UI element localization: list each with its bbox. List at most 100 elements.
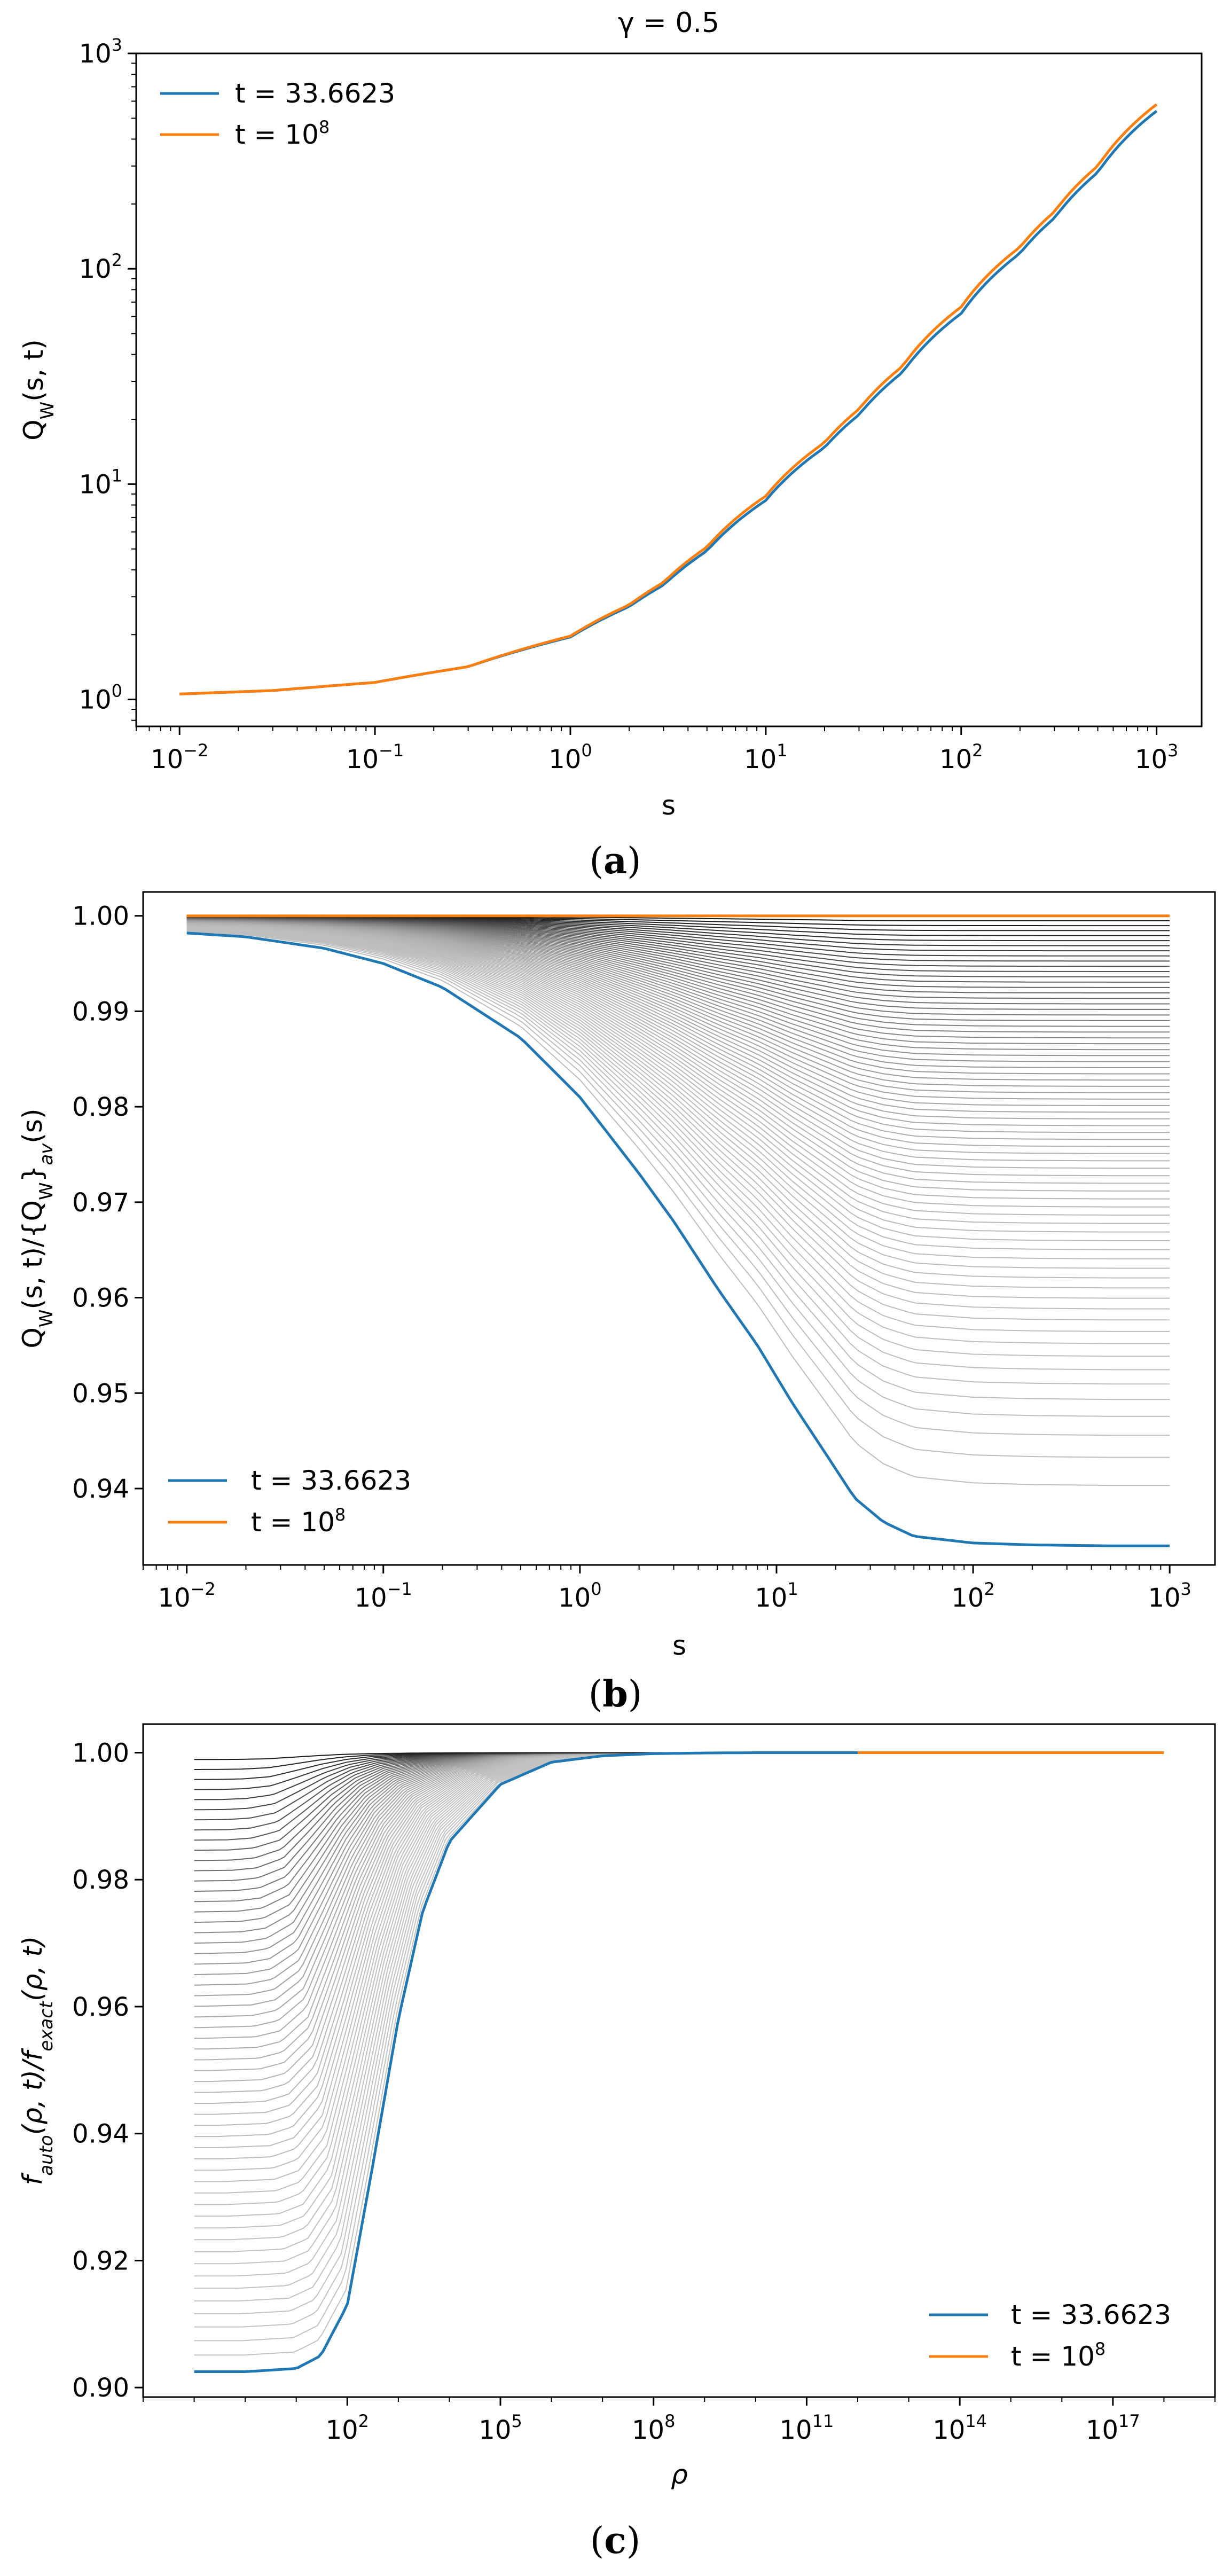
panel-c-family-curve: [194, 1752, 858, 2342]
panel-c-xtick-label-5: 1017: [1086, 2411, 1140, 2445]
panel-b-legend: t = 33.6623 t = 108: [168, 1465, 411, 1538]
panel-a-series-layer: [179, 103, 1158, 695]
panel-b-frame: [142, 891, 1216, 1566]
panel-c-series-0: [194, 1751, 858, 2373]
panel-c-ytick-label-4: 0.98: [72, 1865, 129, 1895]
panel-b-family-curve: [186, 929, 1170, 1417]
panel-b-ytick-label-0: 0.94: [72, 1474, 129, 1504]
panel-a-legend-label-0: t = 33.6623: [235, 78, 395, 109]
panel-a-ylabel: QW(s, t): [18, 339, 58, 440]
panel-c-family-curve: [194, 1752, 858, 1954]
panel-c-family-curve: [194, 1752, 858, 2007]
panel-b: 10−2 10−1 100 101 102 103 0.94 0.95 0.96 0.97 0.98…: [17, 891, 1216, 1661]
panel-b-legend-label-1: t = 108: [251, 1505, 346, 1538]
panel-c-family-curve: [194, 1752, 858, 2229]
panel-a-frame: [135, 52, 1203, 727]
panel-c-family-curve: [194, 1752, 858, 2115]
panel-a-ticks: 10−2 10−1 100 101 102 103 100 101 102 103: [79, 35, 1179, 774]
panel-c-ylabel: fauto(ρ, t)/fexact(ρ, t): [17, 1936, 57, 2186]
panel-b-family-curve: [186, 925, 1170, 1279]
panel-c-ytick-label-1: 0.92: [72, 2246, 129, 2276]
panel-c-family-curve: [194, 1752, 858, 2126]
panel-b-legend-label-0: t = 33.6623: [251, 1465, 411, 1496]
panel-b-ylabel: QW(s, t)/{QW}av(s): [17, 1109, 57, 1349]
panel-b-ytick-label-6: 1.00: [72, 902, 129, 931]
panel-c-ytick-label-0: 0.90: [72, 2373, 129, 2403]
panel-a-ytick-label-1: 101: [79, 465, 122, 499]
panel-c-legend-label-1: t = 108: [1011, 2339, 1105, 2372]
panel-c-family-curve: [194, 1752, 858, 2050]
panel-b-xtick-label-2: 100: [558, 1579, 601, 1613]
panel-a-series-0: [179, 109, 1158, 695]
panel-c-family-curve: [194, 1752, 858, 2265]
panel-c-series-layer: [194, 1751, 1164, 2373]
panel-c-family-curve: [194, 1752, 858, 2171]
panel-b-xtick-label-0: 10−2: [158, 1579, 216, 1613]
panel-b-xlabel: s: [672, 1630, 686, 1661]
panel-b-family-curve: [186, 927, 1170, 1344]
panel-c-family-curve: [194, 1752, 858, 2039]
panel-a-ytick-label-0: 100: [79, 681, 122, 715]
panel-c-ytick-label-2: 0.94: [72, 2119, 129, 2149]
panel-c-legend-label-0: t = 33.6623: [1011, 2299, 1171, 2330]
panel-b-xtick-label-3: 101: [755, 1579, 798, 1613]
panel-c-family-curve: [194, 1752, 858, 1933]
panel-c-family-curve: [194, 1752, 858, 1902]
panel-c-family-curve: [194, 1752, 858, 2159]
panel-b-series-layer: [186, 914, 1170, 1547]
panel-a-xtick-label-2: 100: [548, 740, 592, 774]
panel-a-xtick-label-3: 101: [744, 740, 787, 774]
panel-c-xtick-label-0: 102: [326, 2411, 369, 2445]
panel-a-xtick-label-0: 10−2: [151, 740, 208, 774]
panel-a-xtick-label-5: 103: [1135, 740, 1178, 774]
panel-a-legend-label-1: t = 108: [235, 117, 330, 150]
panel-b-family-curve: [186, 926, 1170, 1310]
panel-b-ytick-label-1: 0.95: [72, 1379, 129, 1408]
panel-b-family-curve: [186, 930, 1170, 1486]
panel-b-ytick-label-4: 0.98: [72, 1092, 129, 1122]
panel-c: 102 105 108 1011 1014 1017 0.90 0.92 0.94 0.96 0.9…: [17, 1723, 1216, 2490]
panel-c-xtick-label-3: 1011: [780, 2411, 834, 2445]
panel-c-family-curve: [194, 1752, 858, 2061]
panel-c-family-curve: [194, 1752, 858, 1996]
panel-a-xtick-label-1: 10−1: [346, 740, 404, 774]
panel-b-family-curve: [186, 927, 1170, 1357]
panel-b-family-curve: [186, 924, 1170, 1241]
panel-c-family-curve: [194, 1752, 858, 2328]
caption-c: (c): [590, 2519, 640, 2562]
panel-a: γ = 0.5 10−2 10−1 100 101 102 103 100 101 102 103…: [18, 7, 1203, 821]
panel-b-family-curve: [186, 928, 1170, 1385]
panel-c-xtick-label-4: 1014: [932, 2411, 987, 2445]
panel-c-family-curve: [194, 1752, 858, 2104]
panel-b-xtick-label-1: 10−1: [355, 1579, 412, 1613]
panel-c-xtick-label-1: 105: [479, 2411, 522, 2445]
panel-a-xtick-label-4: 102: [939, 740, 983, 774]
panel-b-family-curve: [186, 928, 1170, 1400]
panel-b-xtick-label-5: 103: [1148, 1579, 1191, 1613]
panel-a-series-1: [179, 103, 1158, 695]
panel-b-family-curve: [186, 930, 1170, 1458]
panel-b-family-curve: [186, 926, 1170, 1321]
panel-c-ytick-label-3: 0.96: [72, 1992, 129, 2022]
panel-a-legend: t = 33.6623 t = 108: [160, 78, 395, 150]
panel-b-family-curve: [186, 925, 1170, 1259]
panel-c-family-curve: [194, 1752, 858, 2301]
panel-c-xtick-label-2: 108: [632, 2411, 675, 2445]
panel-a-title: γ = 0.5: [618, 7, 719, 39]
panel-b-family-curve: [186, 922, 1170, 1192]
panel-c-frame: [142, 1723, 1216, 2398]
panel-c-family-curve: [194, 1752, 858, 2182]
panel-c-family-curve: [194, 1752, 858, 2071]
panel-a-ytick-label-2: 102: [79, 250, 122, 284]
panel-c-xlabel: ρ: [671, 2459, 688, 2490]
panel-b-family-curve: [186, 929, 1170, 1436]
panel-c-family-curve: [194, 1752, 858, 1986]
panel-c-family-curve: [194, 1752, 858, 2018]
panel-b-family-curve: [186, 927, 1170, 1371]
panel-b-family-curve: [186, 926, 1170, 1332]
panel-c-family-curve: [194, 1752, 858, 2217]
caption-b: (b): [589, 1673, 642, 1716]
panel-c-ytick-label-5: 1.00: [72, 1738, 129, 1768]
panel-c-legend: t = 33.6623 t = 108: [929, 2299, 1171, 2372]
